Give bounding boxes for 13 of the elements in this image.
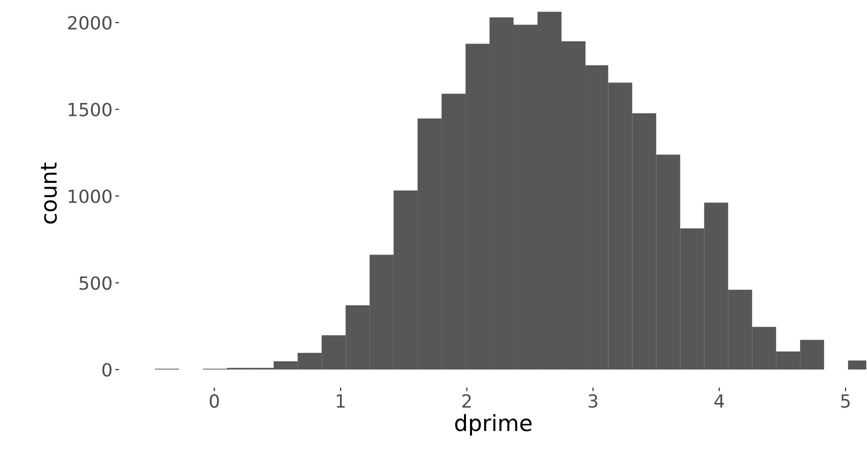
y-tick-label: 0 [102, 363, 112, 377]
x-tick-label: 3 [588, 394, 598, 408]
x-axis-title: dprime [455, 414, 532, 436]
y-tick-label: 2000 [68, 16, 112, 30]
x-tick-label: 4 [714, 394, 724, 408]
y-tick-label: 1500 [68, 102, 112, 116]
x-tick-label: 0 [210, 394, 219, 408]
y-axis-title: count [40, 162, 57, 224]
y-tick-label: 500 [80, 276, 112, 290]
x-tick-label: 5 [841, 394, 850, 408]
x-tick-label: 1 [336, 394, 345, 408]
y-tick-label: 1000 [68, 190, 112, 204]
x-tick-label: 2 [462, 394, 471, 408]
